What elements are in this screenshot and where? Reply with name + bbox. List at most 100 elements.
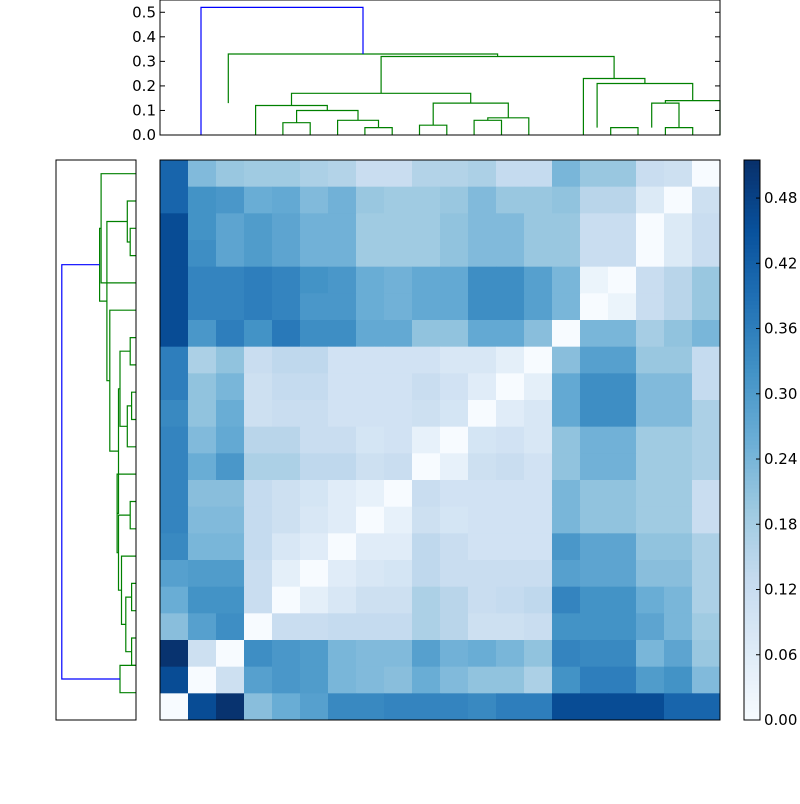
heatmap-cell bbox=[244, 293, 273, 321]
colorbar-segment bbox=[744, 268, 760, 273]
heatmap-cell bbox=[440, 533, 469, 561]
heatmap-cell bbox=[244, 426, 273, 454]
colorbar-segment bbox=[744, 500, 760, 505]
heatmap-cell bbox=[328, 426, 357, 454]
heatmap-cell bbox=[468, 640, 497, 668]
heatmap-cell bbox=[384, 613, 413, 641]
heatmap-cell bbox=[272, 533, 301, 561]
colorbar-tick-label: 0.06 bbox=[764, 646, 797, 664]
colorbar: 0.00 0.06 0.12 0.18 0.24 0.30 0.36 0.42 0.48 bbox=[743, 159, 797, 729]
heatmap-cell bbox=[160, 560, 189, 588]
heatmap-cell bbox=[440, 506, 469, 534]
heatmap-cell bbox=[524, 586, 553, 614]
heatmap-cell bbox=[188, 293, 217, 321]
colorbar-segment bbox=[744, 524, 760, 529]
heatmap-cell bbox=[440, 666, 469, 694]
heatmap-cell bbox=[524, 453, 553, 481]
heatmap-cell bbox=[328, 373, 357, 401]
top-dendrogram-tick-label: 0.2 bbox=[132, 77, 156, 95]
colorbar-segment bbox=[744, 256, 760, 261]
heatmap-cell bbox=[636, 293, 665, 321]
heatmap-cell bbox=[580, 160, 609, 188]
colorbar-segment bbox=[744, 184, 760, 189]
heatmap-cell bbox=[636, 666, 665, 694]
colorbar-segment bbox=[744, 504, 760, 509]
colorbar-segment bbox=[744, 596, 760, 601]
colorbar-segment bbox=[744, 620, 760, 625]
heatmap-cell bbox=[384, 426, 413, 454]
heatmap-cell bbox=[244, 613, 273, 641]
heatmap-cell bbox=[384, 346, 413, 374]
heatmap-cell bbox=[356, 346, 385, 374]
heatmap-cell bbox=[272, 560, 301, 588]
heatmap-cell bbox=[188, 240, 217, 268]
heatmap-cell bbox=[580, 560, 609, 588]
heatmap-cell bbox=[440, 400, 469, 428]
heatmap-cell bbox=[468, 213, 497, 241]
colorbar-segment bbox=[744, 424, 760, 429]
colorbar-tick-label: 0.36 bbox=[764, 320, 797, 338]
heatmap-cell bbox=[496, 666, 525, 694]
heatmap-cell bbox=[356, 213, 385, 241]
colorbar-segment bbox=[744, 520, 760, 525]
heatmap-cell bbox=[188, 480, 217, 508]
heatmap-cell bbox=[440, 320, 469, 348]
heatmap-cell bbox=[328, 293, 357, 321]
heatmap-cell bbox=[636, 320, 665, 348]
colorbar-segment bbox=[744, 564, 760, 569]
heatmap-cell bbox=[300, 586, 329, 614]
colorbar-segment bbox=[744, 336, 760, 341]
heatmap-cell bbox=[468, 293, 497, 321]
heatmap-cell bbox=[244, 400, 273, 428]
heatmap-cell bbox=[524, 373, 553, 401]
colorbar-segment bbox=[744, 396, 760, 401]
colorbar-segment bbox=[744, 556, 760, 561]
colorbar-segment bbox=[744, 436, 760, 441]
top-dendrogram: 0.0 0.1 0.2 0.3 0.4 0.5 bbox=[132, 0, 721, 144]
top-dendrogram-tick-label: 0.1 bbox=[132, 101, 156, 119]
dendrogram-frame bbox=[55, 159, 137, 721]
heatmap-cell bbox=[468, 666, 497, 694]
heatmap-cell bbox=[468, 586, 497, 614]
heatmap-cell bbox=[692, 293, 721, 321]
heatmap-cell bbox=[440, 293, 469, 321]
heatmap-cell bbox=[608, 373, 637, 401]
heatmap-cell bbox=[552, 586, 581, 614]
heatmap-cell bbox=[608, 426, 637, 454]
colorbar-segment bbox=[744, 204, 760, 209]
heatmap-cell bbox=[608, 400, 637, 428]
colorbar-segment bbox=[744, 296, 760, 301]
heatmap-cell bbox=[216, 533, 245, 561]
colorbar-segment bbox=[744, 452, 760, 457]
heatmap-cell bbox=[636, 373, 665, 401]
colorbar-segment bbox=[744, 528, 760, 533]
heatmap-cell bbox=[272, 400, 301, 428]
colorbar-segment bbox=[744, 236, 760, 241]
heatmap-cell bbox=[468, 426, 497, 454]
heatmap-cell bbox=[356, 480, 385, 508]
colorbar-segment bbox=[744, 560, 760, 565]
heatmap-cell bbox=[552, 506, 581, 534]
heatmap-cell bbox=[524, 560, 553, 588]
heatmap-cell bbox=[496, 213, 525, 241]
heatmap-cell bbox=[384, 560, 413, 588]
dendrogram-frame bbox=[159, 0, 721, 136]
heatmap-cell bbox=[496, 453, 525, 481]
heatmap-cell bbox=[244, 213, 273, 241]
heatmap-cell bbox=[440, 213, 469, 241]
heatmap-cell bbox=[496, 373, 525, 401]
colorbar-segment bbox=[744, 544, 760, 549]
heatmap-cell bbox=[356, 453, 385, 481]
heatmap-cell bbox=[216, 240, 245, 268]
heatmap-cell bbox=[160, 373, 189, 401]
heatmap-cell bbox=[580, 213, 609, 241]
top-dendrogram-tick-label: 0.5 bbox=[132, 3, 156, 21]
colorbar-segment bbox=[744, 300, 760, 305]
heatmap-cell bbox=[188, 666, 217, 694]
heatmap-cell bbox=[160, 346, 189, 374]
heatmap-cell bbox=[188, 640, 217, 668]
heatmap-cell bbox=[328, 586, 357, 614]
heatmap-cell bbox=[216, 666, 245, 694]
colorbar-segment bbox=[744, 168, 760, 173]
colorbar-segment bbox=[744, 592, 760, 597]
